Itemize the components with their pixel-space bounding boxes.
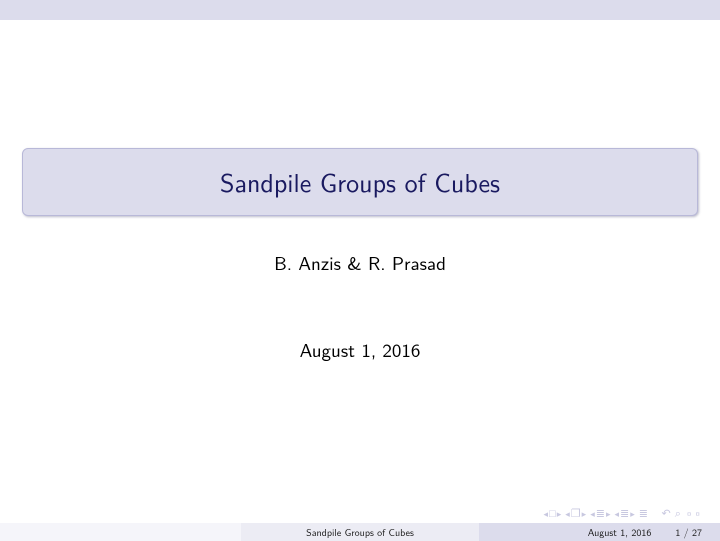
caret-left-icon: ◂ bbox=[590, 507, 595, 520]
circles-icon[interactable]: ◦◦ bbox=[685, 505, 702, 521]
slide-title: Sandpile Groups of Cubes bbox=[33, 163, 687, 201]
end-icon[interactable]: ≣ bbox=[639, 505, 648, 521]
authors: B. Anzis & R. Prasad bbox=[0, 248, 720, 276]
nav-slide-group[interactable]: ◂ ≣ ▸ bbox=[614, 505, 634, 521]
footer-date: August 1, 2016 bbox=[588, 525, 652, 540]
slide-icon: ≣ bbox=[596, 505, 605, 521]
caret-right-icon: ▸ bbox=[557, 507, 562, 520]
search-icon[interactable]: ⌕ bbox=[675, 505, 681, 521]
title-block: Sandpile Groups of Cubes bbox=[22, 148, 698, 216]
back-icon[interactable]: ↶ bbox=[661, 505, 670, 521]
nav-subsection-group[interactable]: ◂ ≣ ▸ bbox=[590, 505, 610, 521]
caret-right-icon: ▸ bbox=[630, 507, 635, 520]
caret-left-icon: ◂ bbox=[544, 507, 549, 520]
caret-right-icon: ▸ bbox=[606, 507, 611, 520]
section-icon: ❐ bbox=[571, 505, 581, 521]
footer-author-region bbox=[0, 523, 241, 541]
footer-title: Sandpile Groups of Cubes bbox=[241, 523, 479, 541]
footer-page-number: 1 / 27 bbox=[675, 525, 702, 540]
frame-icon: □ bbox=[549, 505, 556, 521]
nav-section-group[interactable]: ◂ ❐ ▸ bbox=[565, 505, 586, 521]
caret-left-icon: ◂ bbox=[565, 507, 570, 520]
slide-icon: ≣ bbox=[620, 505, 629, 521]
footer-bar: Sandpile Groups of Cubes August 1, 2016 … bbox=[0, 523, 720, 541]
footer-right: August 1, 2016 1 / 27 bbox=[479, 523, 720, 541]
caret-right-icon: ▸ bbox=[582, 507, 587, 520]
caret-left-icon: ◂ bbox=[614, 507, 619, 520]
header-band bbox=[0, 0, 720, 20]
date: August 1, 2016 bbox=[0, 335, 720, 363]
nav-controls: ◂ □ ▸ ◂ ❐ ▸ ◂ ≣ ▸ ◂ ≣ ▸ ≣ ↶ ⌕ ◦◦ bbox=[544, 505, 702, 521]
nav-frame-group[interactable]: ◂ □ ▸ bbox=[544, 505, 562, 521]
